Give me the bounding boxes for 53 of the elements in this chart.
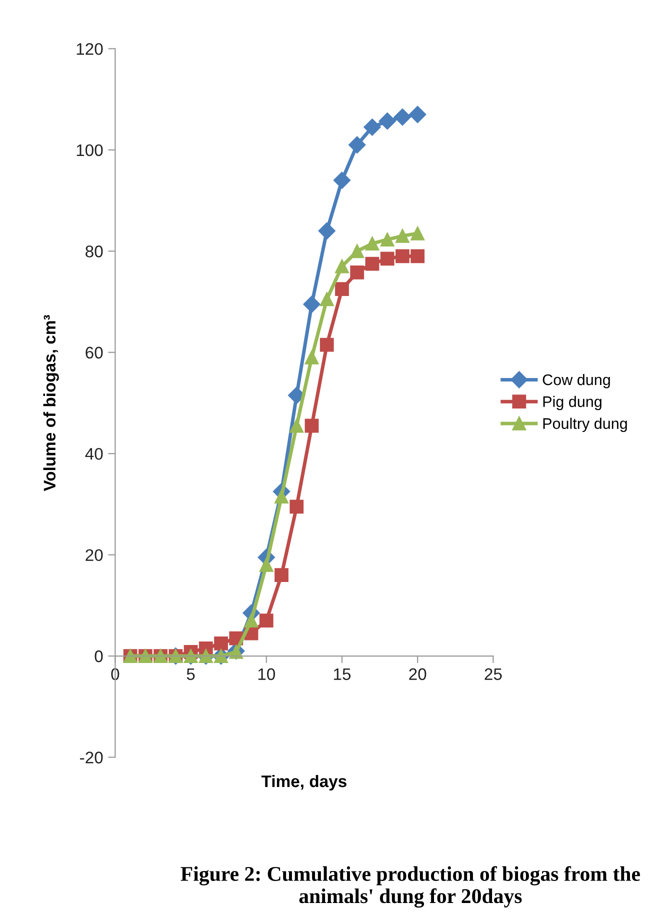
point: [214, 636, 228, 650]
point: [303, 296, 320, 313]
y-tick-label: 120: [76, 43, 103, 55]
y-tick-label: 40: [85, 448, 103, 460]
x-tick-label: 15: [334, 668, 351, 680]
y-tick-label: 100: [76, 144, 103, 156]
point: [348, 136, 366, 154]
y-tick-label: -20: [80, 752, 103, 764]
point: [350, 265, 364, 280]
y-tick-label: 20: [86, 549, 103, 562]
y-tick-label: 80: [86, 246, 103, 258]
x-tick-label: 10: [258, 668, 276, 680]
point: [320, 292, 334, 306]
point: [304, 418, 319, 433]
point: [365, 256, 380, 271]
y-tick-label: 60: [86, 346, 103, 359]
point: [288, 386, 306, 404]
point: [396, 229, 410, 243]
point: [410, 249, 425, 264]
x-tick-label: 0: [111, 668, 120, 680]
point: [380, 232, 394, 246]
point: [304, 350, 319, 364]
point: [274, 568, 288, 582]
x-tick-label: 5: [186, 668, 195, 680]
point: [318, 222, 336, 240]
point: [394, 108, 412, 126]
point: [290, 500, 304, 514]
point: [320, 338, 334, 352]
point: [380, 252, 394, 266]
point: [365, 236, 380, 251]
x-tick-label: 20: [409, 668, 426, 680]
point: [410, 226, 425, 240]
point: [335, 259, 349, 274]
point: [350, 244, 364, 258]
point: [259, 614, 274, 628]
y-axis-title: Volume of biogas, cm³: [43, 315, 59, 492]
y-tick-label: 0: [94, 650, 103, 662]
legend-label: Poultry dung: [543, 418, 627, 432]
point: [335, 282, 349, 296]
point: [274, 490, 288, 504]
x-tick-label: 25: [484, 668, 502, 680]
caption: Figure 2: Cumulative production of biogas from the animals' dung for 20days: [180, 866, 640, 908]
x-axis-title: Time, days: [261, 774, 346, 791]
legend-label: Cow dung: [542, 374, 610, 388]
point: [364, 118, 381, 136]
point: [409, 106, 426, 124]
point: [259, 558, 274, 572]
point: [290, 418, 304, 433]
point: [396, 249, 410, 264]
legend-label: Pig dung: [543, 396, 602, 410]
point: [378, 112, 396, 130]
point: [333, 172, 351, 189]
point: [244, 614, 258, 628]
